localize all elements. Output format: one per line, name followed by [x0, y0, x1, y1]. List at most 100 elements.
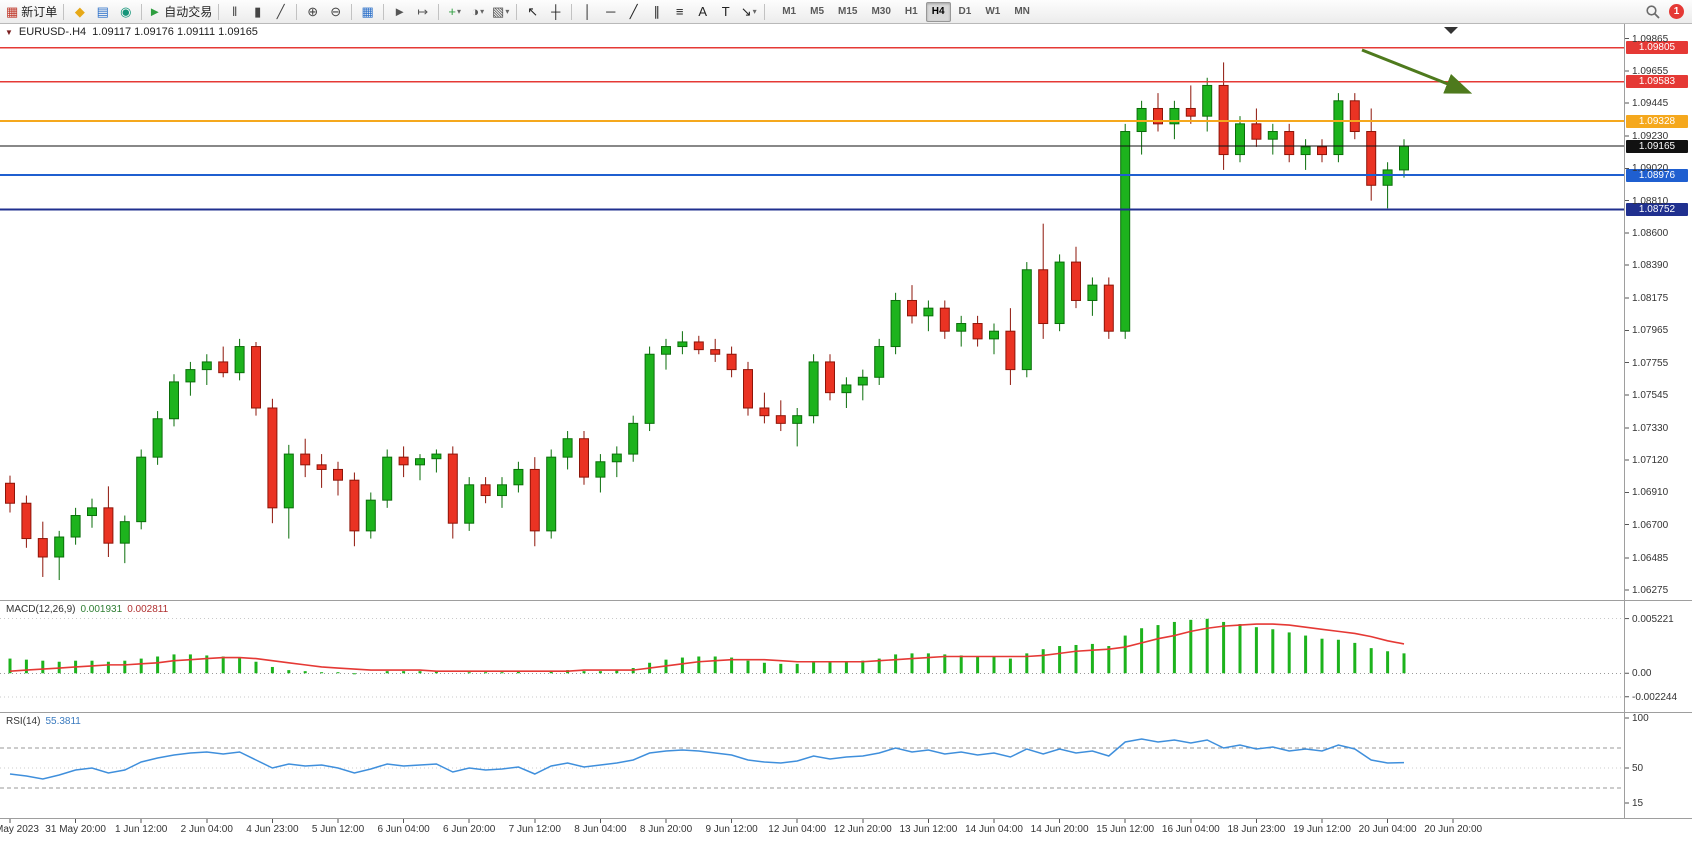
fibonacci-button[interactable]: ≡	[668, 2, 691, 22]
candle-body	[349, 479, 360, 532]
timeframe-d1[interactable]: D1	[958, 5, 972, 17]
autotrade-button[interactable]: ► 自动交易	[146, 2, 214, 22]
candle-body	[1021, 269, 1032, 371]
quotes-button[interactable]: ◆	[68, 2, 91, 22]
candle-body	[431, 453, 442, 460]
periods-button[interactable]: ◑ ▾	[466, 2, 489, 22]
chart-shift-icon: ↦	[417, 3, 429, 19]
timeframe-m1[interactable]: M1	[782, 5, 797, 17]
candle-body	[1349, 100, 1360, 133]
candle-body	[1235, 123, 1245, 156]
line-chart-button[interactable]: ╱	[269, 2, 292, 22]
cursor-icon: ↖	[527, 3, 539, 19]
candle-body	[1366, 131, 1377, 186]
timeframe-m5[interactable]: M5	[810, 5, 825, 17]
candle-body	[103, 507, 114, 544]
toolbar-separator	[516, 3, 518, 20]
trendline-button[interactable]: ╱	[622, 2, 645, 22]
zoom-in-icon: ⊕	[307, 3, 319, 19]
line-chart-icon: ╱	[276, 3, 285, 19]
timeframe-mn[interactable]: MN	[1014, 5, 1030, 17]
vertical-line-icon: │	[583, 3, 592, 19]
arrows-button[interactable]: ↘ ▾	[737, 2, 760, 22]
zoom-out-button[interactable]: ⊖	[324, 2, 347, 22]
candle-body	[759, 407, 770, 417]
timeframe-m30[interactable]: M30	[871, 5, 891, 17]
candle-body	[874, 346, 885, 378]
candle-body	[37, 538, 48, 558]
bar-chart-button[interactable]: ‖	[223, 2, 246, 22]
crosshair-icon: ┼	[551, 3, 561, 19]
candle-body	[644, 353, 655, 424]
auto-scroll-button[interactable]: ►	[388, 2, 411, 22]
chart-shift-marker-icon[interactable]	[1444, 27, 1458, 34]
navigator-button[interactable]: ◉	[114, 2, 137, 22]
candle-body	[316, 464, 327, 470]
search-icon[interactable]	[1645, 4, 1661, 20]
quotes-icon: ◆	[74, 3, 85, 19]
navigator-icon: ◉	[120, 3, 132, 19]
toolbar-separator	[351, 3, 353, 20]
tile-windows-icon: ▦	[361, 3, 374, 19]
cursor-button[interactable]: ↖	[521, 2, 544, 22]
templates-button[interactable]: ▧ ▾	[489, 2, 512, 22]
candle-body	[1136, 107, 1147, 133]
label-button[interactable]: T	[714, 2, 737, 22]
candle-body	[1153, 107, 1163, 125]
candle-body	[562, 438, 573, 458]
crosshair-button[interactable]: ┼	[544, 2, 567, 22]
candle-body	[1054, 261, 1065, 325]
new-order-button[interactable]: ▦ 新订单	[4, 2, 59, 22]
timeframe-w1[interactable]: W1	[985, 5, 1001, 17]
trendline-icon: ╱	[629, 3, 638, 19]
candle-body	[447, 453, 458, 524]
candle-body	[21, 502, 32, 540]
candle-body	[87, 507, 97, 517]
candle-body	[989, 330, 999, 340]
candle-body	[513, 468, 524, 486]
horizontal-line-button[interactable]: ─	[599, 2, 622, 22]
candle-body	[480, 484, 491, 497]
candle-body	[1103, 284, 1114, 332]
chevron-down-icon: ▾	[505, 7, 510, 16]
candle-body	[300, 453, 311, 466]
candle-body	[841, 384, 852, 394]
profiles-icon: ▤	[96, 3, 109, 19]
candle-body	[169, 381, 179, 420]
notification-badge[interactable]: 1	[1669, 4, 1684, 19]
candle-body	[382, 456, 393, 501]
autotrade-button-label: 自动交易	[164, 5, 213, 19]
timeframe-m15[interactable]: M15	[838, 5, 858, 17]
chevron-down-icon: ▾	[456, 7, 461, 16]
profiles-button[interactable]: ▤	[91, 2, 114, 22]
candle-body	[1382, 169, 1393, 186]
trend-arrow[interactable]	[1361, 48, 1473, 94]
candle-body	[726, 353, 737, 371]
indicators-button[interactable]: + ▾	[443, 2, 466, 22]
zoom-out-icon: ⊖	[330, 3, 342, 19]
candle-body	[792, 415, 803, 424]
candle-body	[119, 521, 130, 544]
candle-body	[54, 536, 65, 558]
tile-windows-button[interactable]: ▦	[356, 2, 379, 22]
candle-body	[70, 515, 81, 538]
timeframe-h1[interactable]: H1	[904, 5, 918, 17]
candle-body	[1185, 107, 1196, 117]
channel-button[interactable]: ∥	[645, 2, 668, 22]
vertical-line-button[interactable]: │	[576, 2, 599, 22]
zoom-in-button[interactable]: ⊕	[301, 2, 324, 22]
new-order-icon: ▦	[6, 3, 19, 19]
chevron-down-icon: ▾	[752, 7, 757, 16]
chart-shift-button[interactable]: ↦	[411, 2, 434, 22]
timeframe-h4[interactable]: H4	[925, 1, 951, 22]
text-button[interactable]: A	[691, 2, 714, 22]
candlestick-button[interactable]: ▮	[246, 2, 269, 22]
toolbar-buttons: ▦ 新订单 ◆ ▤ ◉ ► 自动交易 ‖ ▮ ╱ ⊕ ⊖ ▦ ► ↦ + ▾ ◑ ▾ ▧ ▾ ↖ ┼ │ ─ ╱ ∥ ≡ A T ↘ ▾	[4, 0, 769, 23]
candle-body	[1005, 330, 1016, 371]
candle-body	[365, 499, 376, 532]
candle-body	[907, 299, 917, 317]
candle-body	[1120, 131, 1131, 332]
